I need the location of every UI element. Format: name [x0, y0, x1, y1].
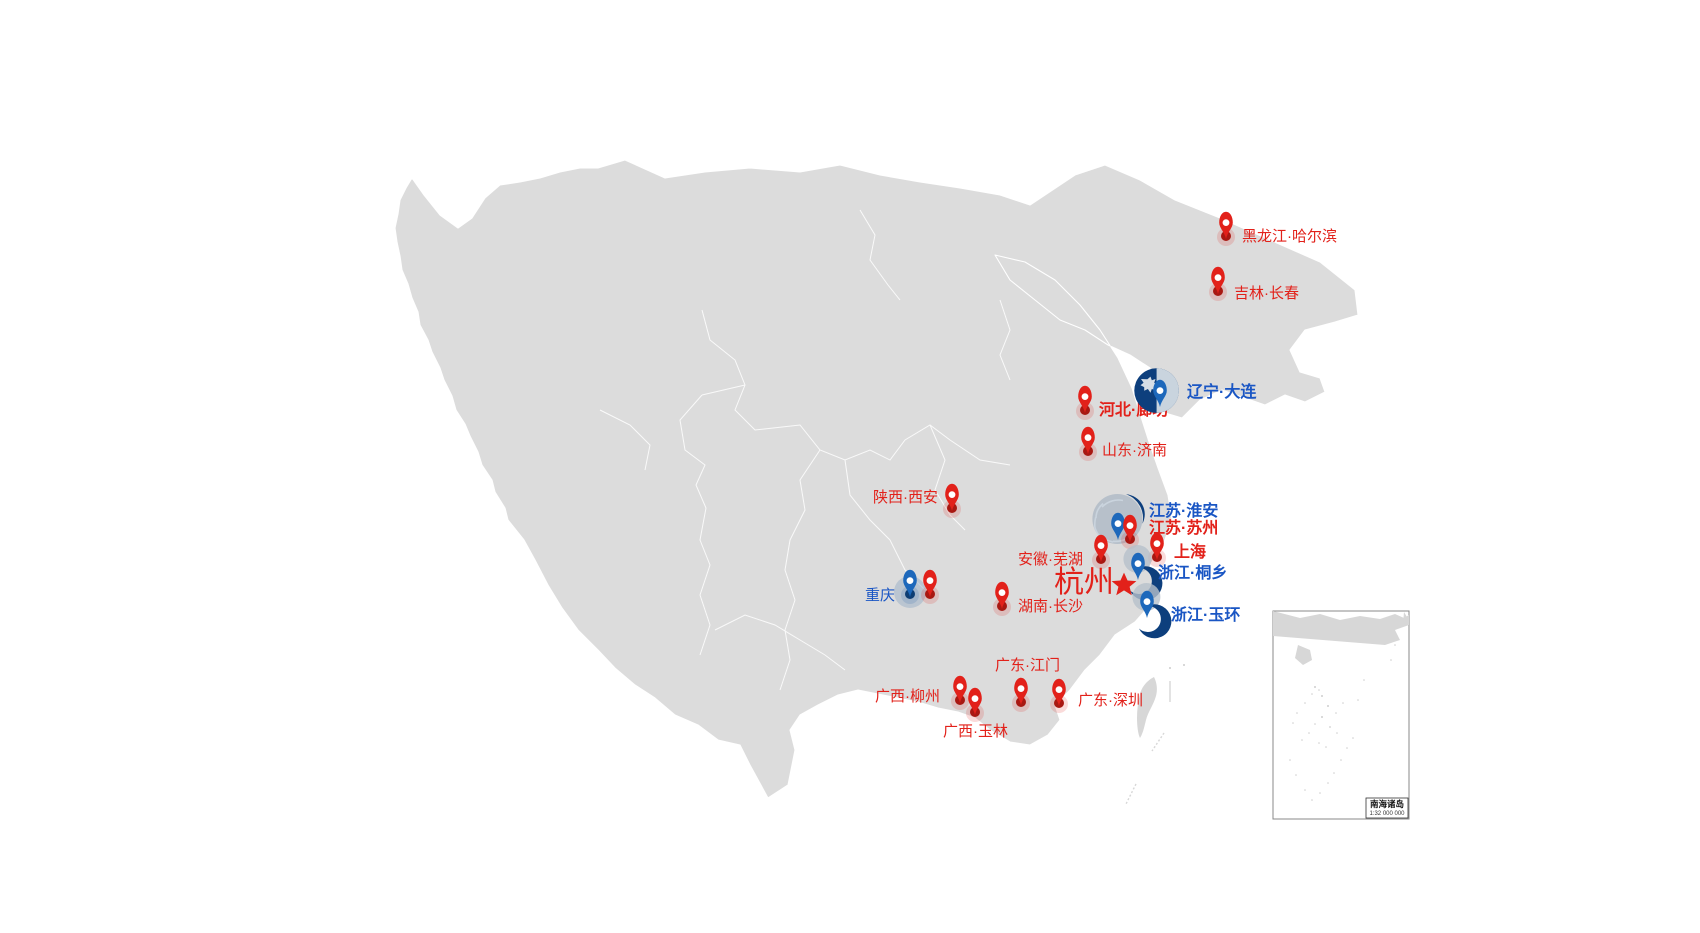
svg-text:浙江·桐乡: 浙江·桐乡	[1158, 563, 1227, 582]
svg-text:江苏·淮安: 江苏·淮安	[1149, 501, 1218, 520]
svg-text:黑龙江·哈尔滨: 黑龙江·哈尔滨	[1242, 228, 1337, 245]
svg-text:杭州: 杭州	[1054, 566, 1114, 599]
svg-text:湖南·长沙: 湖南·长沙	[1018, 598, 1083, 615]
svg-text:浙江·玉环: 浙江·玉环	[1171, 605, 1240, 624]
svg-text:南海诸岛: 南海诸岛	[1370, 799, 1404, 809]
svg-text:广东·深圳: 广东·深圳	[1078, 692, 1143, 709]
svg-text:山东·济南: 山东·济南	[1102, 442, 1167, 459]
svg-text:广西·玉林: 广西·玉林	[943, 723, 1008, 740]
svg-text:广东·江门: 广东·江门	[995, 657, 1060, 674]
svg-text:重庆: 重庆	[865, 587, 895, 604]
svg-text:广西·柳州: 广西·柳州	[875, 688, 940, 705]
svg-text:吉林·长春: 吉林·长春	[1234, 285, 1299, 302]
svg-text:1:32 000 000: 1:32 000 000	[1369, 811, 1405, 817]
svg-text:辽宁·大连: 辽宁·大连	[1187, 382, 1257, 401]
svg-text:上海: 上海	[1174, 542, 1206, 561]
svg-text:陕西·西安: 陕西·西安	[873, 489, 938, 506]
